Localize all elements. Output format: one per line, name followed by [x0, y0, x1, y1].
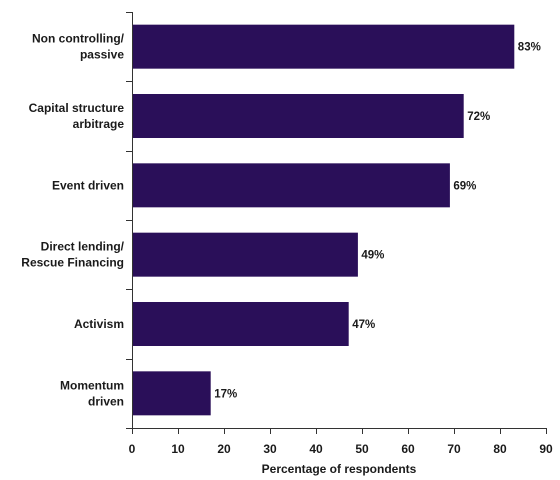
- bar: [132, 232, 358, 277]
- category-label-line: Activism: [74, 317, 124, 331]
- category-label-line: Event driven: [52, 178, 124, 192]
- category-label-line: Momentum: [60, 378, 124, 392]
- category-label-line: arbitrage: [73, 117, 125, 131]
- axes-layer: 0 10 20 30 40 50 60 70 80 90 Percentage of respond…: [126, 12, 553, 476]
- category-label: Non controlling/passive: [32, 32, 125, 62]
- value-label: 72%: [467, 111, 490, 123]
- x-tick-label: 20: [217, 442, 231, 456]
- category-label-line: Capital structure: [29, 101, 125, 115]
- category-label: Event driven: [52, 178, 124, 192]
- bar: [132, 24, 515, 69]
- x-tick-label: 10: [171, 442, 185, 456]
- bar: [132, 163, 450, 208]
- category-label-line: Rescue Financing: [21, 256, 124, 270]
- category-label-line: passive: [80, 48, 124, 62]
- x-tick-label: 50: [355, 442, 369, 456]
- category-label-line: Direct lending/: [41, 240, 125, 254]
- category-label-line: Non controlling/: [32, 32, 125, 46]
- value-label: 47%: [352, 319, 375, 331]
- value-label: 49%: [361, 250, 384, 262]
- value-label: 17%: [214, 388, 237, 400]
- labels-layer: 83% Non controlling/passive 72% Capital str…: [21, 32, 541, 409]
- x-tick-label: 40: [309, 442, 323, 456]
- x-tick-label: 60: [401, 442, 415, 456]
- category-label: Capital structure arbitrage: [29, 101, 125, 131]
- x-tick-label: 80: [493, 442, 507, 456]
- bar: [132, 371, 211, 416]
- category-label: Direct lending/Rescue Financing: [21, 240, 124, 270]
- x-tick-label: 30: [263, 442, 277, 456]
- x-tick-label: 0: [129, 442, 136, 456]
- bars-layer: [132, 24, 515, 416]
- value-label: 83%: [518, 42, 541, 54]
- category-label-line: driven: [88, 394, 124, 408]
- x-tick-label: 90: [539, 442, 553, 456]
- category-label: Momentum driven: [60, 378, 124, 408]
- bar: [132, 94, 464, 138]
- bar: [132, 302, 349, 346]
- x-axis-title: Percentage of respondents: [262, 462, 417, 476]
- value-label: 69%: [453, 180, 476, 192]
- category-label: Activism: [74, 317, 124, 331]
- x-tick-label: 70: [447, 442, 461, 456]
